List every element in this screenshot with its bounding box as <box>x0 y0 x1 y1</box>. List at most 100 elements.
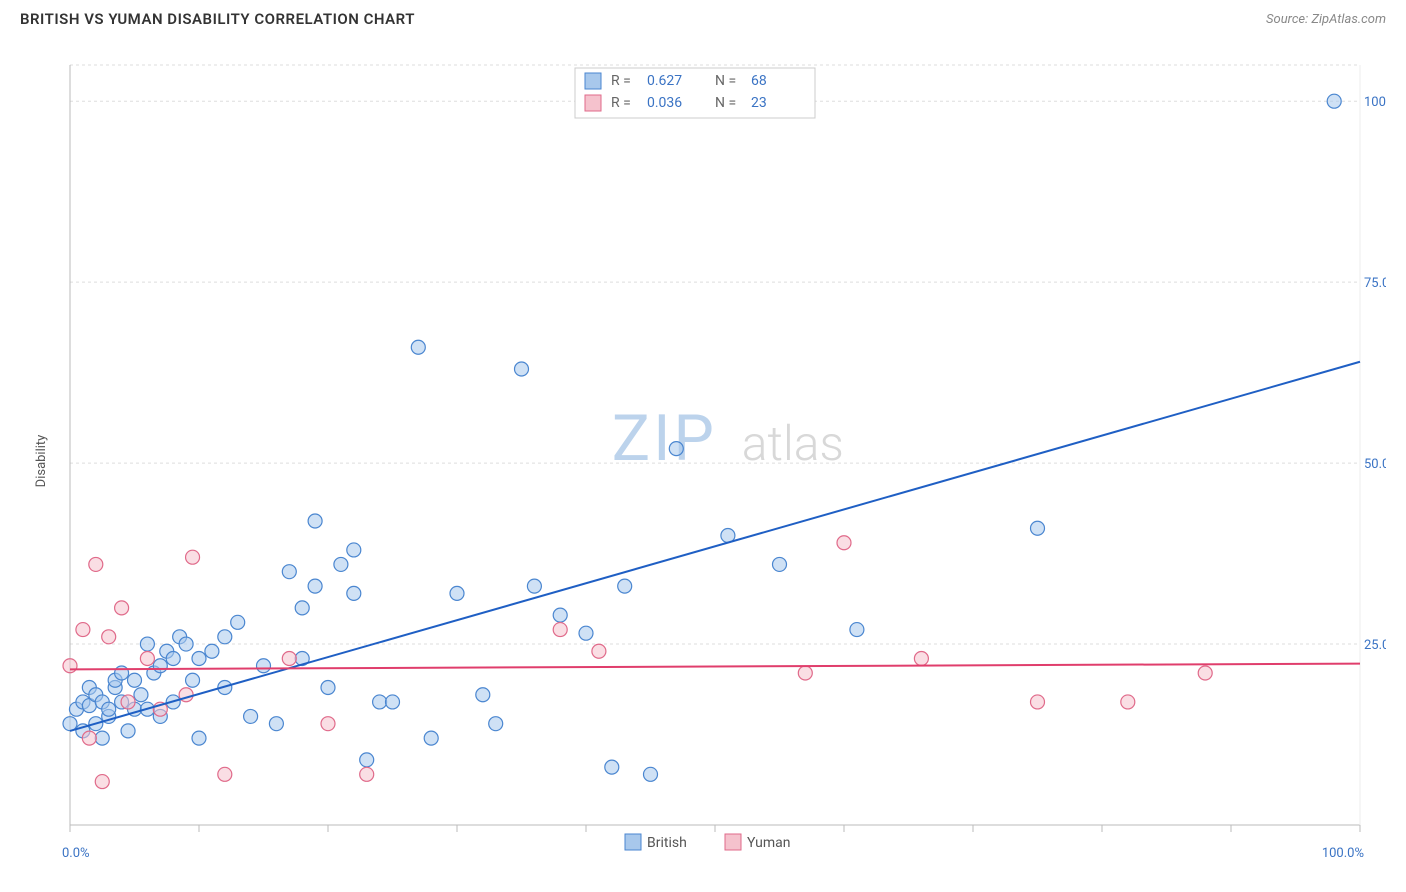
data-point <box>134 688 148 702</box>
data-point <box>579 626 593 640</box>
data-point <box>63 659 77 673</box>
data-point <box>205 644 219 658</box>
data-point <box>618 579 632 593</box>
data-point <box>121 724 135 738</box>
data-point <box>476 688 490 702</box>
data-point <box>102 702 116 716</box>
series-label: British <box>647 835 687 851</box>
data-point <box>192 652 206 666</box>
data-point <box>166 652 180 666</box>
data-point <box>1198 666 1212 680</box>
data-point <box>269 717 283 731</box>
legend-r-value: 0.627 <box>647 73 682 89</box>
data-point <box>179 637 193 651</box>
data-point <box>121 695 135 709</box>
data-point <box>837 536 851 550</box>
watermark-zip: ZIP <box>612 401 717 476</box>
legend-swatch <box>585 73 601 89</box>
header: BRITISH VS YUMAN DISABILITY CORRELATION … <box>0 0 1406 33</box>
data-point <box>295 601 309 615</box>
data-point <box>553 608 567 622</box>
data-point <box>605 760 619 774</box>
data-point <box>218 630 232 644</box>
data-point <box>334 557 348 571</box>
data-point <box>489 717 503 731</box>
data-point <box>914 652 928 666</box>
source-attribution: Source: ZipAtlas.com <box>1266 12 1386 27</box>
legend-n-label: N = <box>715 95 736 111</box>
data-point <box>850 623 864 637</box>
data-point <box>95 775 109 789</box>
data-point <box>386 695 400 709</box>
scatter-chart: ZIP atlas 25.0% 50.0% 75.0% 100.0% 0.0% 100.0% R… <box>20 40 1386 880</box>
data-point <box>308 579 322 593</box>
data-point <box>450 586 464 600</box>
data-point <box>360 753 374 767</box>
data-point <box>347 543 361 557</box>
data-point <box>282 565 296 579</box>
data-point <box>644 767 658 781</box>
data-point <box>527 579 541 593</box>
correlation-legend: R =0.627N =68R =0.036N =23 <box>575 68 815 118</box>
data-point <box>115 601 129 615</box>
y-tick-label: 25.0% <box>1364 638 1386 653</box>
data-point <box>360 767 374 781</box>
data-point <box>89 557 103 571</box>
data-point <box>95 731 109 745</box>
data-point <box>515 362 529 376</box>
legend-r-value: 0.036 <box>647 95 682 111</box>
chart-container: Disability ZIP atlas 25.0% 50.0% 75.0% 100.0%… <box>20 40 1386 882</box>
data-point <box>553 623 567 637</box>
legend-r-label: R = <box>611 95 631 111</box>
data-point <box>321 680 335 694</box>
legend-n-label: N = <box>715 73 736 89</box>
data-point <box>140 637 154 651</box>
data-point <box>373 695 387 709</box>
data-point <box>282 652 296 666</box>
legend-n-value: 68 <box>751 73 767 89</box>
data-point <box>1031 521 1045 535</box>
data-point <box>1327 94 1341 108</box>
y-tick-label: 100.0% <box>1364 95 1386 110</box>
data-point <box>128 673 142 687</box>
series-swatch <box>625 834 641 850</box>
series-swatch <box>725 834 741 850</box>
data-point <box>186 673 200 687</box>
data-point <box>257 659 271 673</box>
watermark: ZIP atlas <box>612 401 844 476</box>
legend-r-label: R = <box>611 73 631 89</box>
data-point <box>321 717 335 731</box>
series-legend: British Yuman <box>625 834 790 851</box>
data-point <box>411 340 425 354</box>
data-point <box>347 586 361 600</box>
x-min-label: 0.0% <box>62 846 90 861</box>
data-point <box>424 731 438 745</box>
watermark-atlas: atlas <box>742 415 844 472</box>
data-point <box>669 442 683 456</box>
data-point <box>153 659 167 673</box>
data-point <box>82 731 96 745</box>
series-yuman <box>63 536 1212 789</box>
data-point <box>592 644 606 658</box>
data-point <box>798 666 812 680</box>
data-point <box>244 709 258 723</box>
y-tick-label: 50.0% <box>1364 457 1386 472</box>
data-point <box>102 630 116 644</box>
data-point <box>218 767 232 781</box>
data-point <box>115 666 129 680</box>
data-point <box>192 731 206 745</box>
y-axis-label: Disability <box>34 435 49 488</box>
data-point <box>1121 695 1135 709</box>
data-point <box>231 615 245 629</box>
x-max-label: 100.0% <box>1322 846 1364 861</box>
series-label: Yuman <box>747 835 790 851</box>
legend-swatch <box>585 95 601 111</box>
y-tick-label: 75.0% <box>1364 276 1386 291</box>
chart-title: BRITISH VS YUMAN DISABILITY CORRELATION … <box>20 10 415 28</box>
source-prefix: Source: <box>1266 12 1311 27</box>
data-point <box>1031 695 1045 709</box>
source-name: ZipAtlas.com <box>1311 12 1386 27</box>
data-point <box>186 550 200 564</box>
data-point <box>76 623 90 637</box>
data-point <box>308 514 322 528</box>
